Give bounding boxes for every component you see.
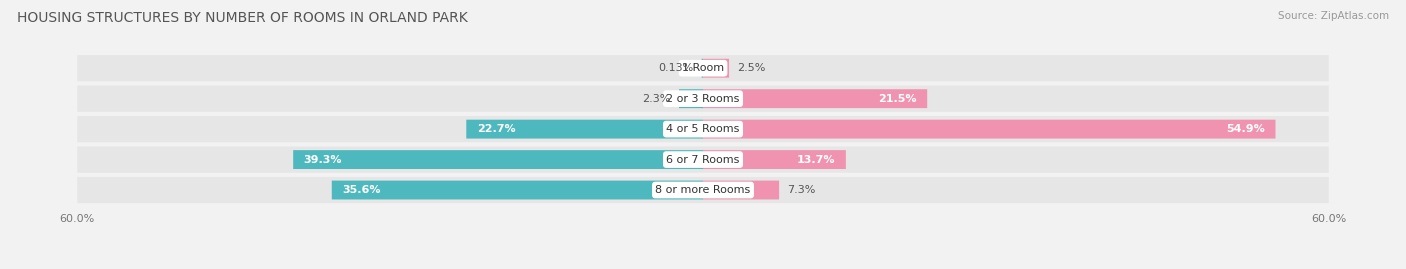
Text: 8 or more Rooms: 8 or more Rooms bbox=[655, 185, 751, 195]
Text: 39.3%: 39.3% bbox=[304, 155, 342, 165]
FancyBboxPatch shape bbox=[467, 120, 703, 139]
Text: 4 or 5 Rooms: 4 or 5 Rooms bbox=[666, 124, 740, 134]
Text: 0.13%: 0.13% bbox=[658, 63, 693, 73]
FancyBboxPatch shape bbox=[294, 150, 703, 169]
FancyBboxPatch shape bbox=[332, 180, 703, 200]
FancyBboxPatch shape bbox=[703, 180, 779, 200]
FancyBboxPatch shape bbox=[703, 150, 846, 169]
FancyBboxPatch shape bbox=[679, 89, 703, 108]
FancyBboxPatch shape bbox=[77, 147, 1329, 173]
Text: 6 or 7 Rooms: 6 or 7 Rooms bbox=[666, 155, 740, 165]
Text: HOUSING STRUCTURES BY NUMBER OF ROOMS IN ORLAND PARK: HOUSING STRUCTURES BY NUMBER OF ROOMS IN… bbox=[17, 11, 468, 25]
Text: 54.9%: 54.9% bbox=[1226, 124, 1265, 134]
FancyBboxPatch shape bbox=[77, 116, 1329, 142]
Text: 2.5%: 2.5% bbox=[737, 63, 766, 73]
FancyBboxPatch shape bbox=[77, 55, 1329, 81]
Text: 22.7%: 22.7% bbox=[477, 124, 516, 134]
Text: 1 Room: 1 Room bbox=[682, 63, 724, 73]
Text: 21.5%: 21.5% bbox=[879, 94, 917, 104]
FancyBboxPatch shape bbox=[703, 59, 730, 78]
Text: Source: ZipAtlas.com: Source: ZipAtlas.com bbox=[1278, 11, 1389, 21]
Text: 35.6%: 35.6% bbox=[342, 185, 381, 195]
FancyBboxPatch shape bbox=[77, 86, 1329, 112]
Text: 2 or 3 Rooms: 2 or 3 Rooms bbox=[666, 94, 740, 104]
FancyBboxPatch shape bbox=[703, 89, 927, 108]
Text: 2.3%: 2.3% bbox=[643, 94, 671, 104]
FancyBboxPatch shape bbox=[77, 177, 1329, 203]
Text: 7.3%: 7.3% bbox=[787, 185, 815, 195]
Text: 13.7%: 13.7% bbox=[797, 155, 835, 165]
FancyBboxPatch shape bbox=[703, 120, 1275, 139]
